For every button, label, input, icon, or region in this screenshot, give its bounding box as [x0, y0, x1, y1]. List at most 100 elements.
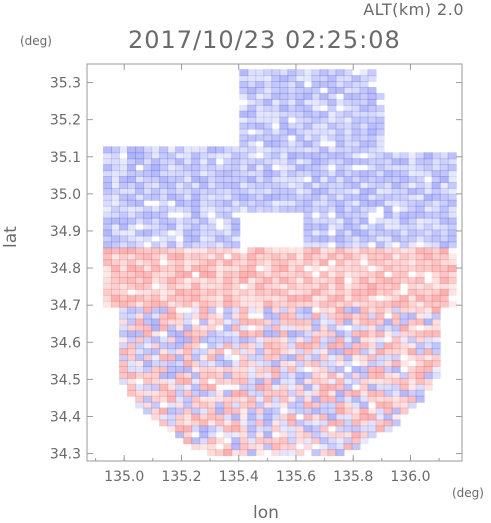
- echo-cell: [159, 199, 169, 207]
- echo-cell: [287, 407, 297, 415]
- echo-cell: [151, 395, 161, 403]
- echo-cell: [159, 318, 169, 326]
- echo-cell: [399, 193, 409, 201]
- echo-cell: [159, 288, 169, 296]
- echo-cell: [271, 413, 281, 421]
- echo-cell: [359, 419, 369, 427]
- echo-cell: [439, 294, 449, 302]
- echo-cell: [319, 164, 329, 172]
- echo-cell: [359, 235, 369, 243]
- echo-cell: [343, 229, 353, 237]
- echo-cell: [407, 306, 417, 314]
- echo-cell: [407, 223, 417, 231]
- echo-cell: [359, 128, 369, 136]
- echo-cell: [223, 360, 233, 368]
- echo-cell: [151, 146, 161, 154]
- echo-cell: [279, 312, 289, 320]
- echo-cell: [359, 92, 369, 100]
- echo-cell: [367, 116, 377, 124]
- echo-cell: [239, 122, 249, 130]
- echo-cell: [119, 229, 129, 237]
- echo-cell: [215, 354, 225, 362]
- echo-cell: [367, 271, 377, 278]
- echo-cell: [207, 276, 217, 284]
- echo-cell: [407, 152, 417, 160]
- echo-cell: [263, 253, 273, 261]
- echo-cell: [375, 223, 385, 231]
- echo-cell: [199, 223, 209, 231]
- x-tick-label: 136.0: [390, 469, 430, 485]
- echo-cell: [367, 306, 377, 314]
- echo-cell: [215, 152, 225, 160]
- echo-cell: [359, 241, 369, 249]
- echo-cell: [327, 199, 337, 207]
- x-tick-label: 135.4: [219, 469, 259, 485]
- echo-cell: [359, 383, 369, 391]
- echo-cell: [175, 389, 185, 397]
- echo-cell: [383, 413, 393, 421]
- echo-cell: [175, 271, 185, 278]
- echo-cell: [359, 312, 369, 320]
- echo-cell: [207, 193, 217, 201]
- echo-cell: [135, 217, 145, 225]
- echo-cell: [279, 377, 289, 385]
- echo-cell: [343, 348, 353, 356]
- echo-cell: [295, 193, 305, 201]
- echo-cell: [423, 247, 433, 255]
- echo-cell: [135, 300, 145, 308]
- echo-cell: [375, 360, 385, 368]
- echo-cell: [207, 235, 217, 243]
- echo-cell: [127, 158, 137, 166]
- echo-cell: [159, 377, 169, 385]
- echo-cell: [143, 193, 153, 201]
- echo-cell: [287, 371, 297, 379]
- echo-cell: [199, 164, 209, 172]
- echo-cell: [247, 104, 257, 112]
- echo-cell: [271, 330, 281, 338]
- echo-cell: [175, 419, 185, 427]
- echo-cell: [375, 425, 385, 433]
- echo-cell: [207, 170, 217, 178]
- echo-cell: [167, 413, 177, 421]
- echo-cell: [279, 140, 289, 148]
- echo-cell: [423, 330, 433, 338]
- echo-cell: [335, 342, 345, 350]
- echo-cell: [311, 413, 321, 421]
- echo-cell: [119, 360, 129, 368]
- echo-cell: [271, 116, 281, 124]
- echo-cell: [367, 259, 377, 267]
- echo-cell: [335, 354, 345, 362]
- echo-cell: [439, 229, 449, 237]
- echo-cell: [367, 389, 377, 397]
- echo-cell: [103, 152, 113, 160]
- echo-cell: [295, 425, 305, 433]
- echo-cell: [111, 199, 121, 207]
- echo-cell: [127, 366, 137, 373]
- echo-cell: [383, 300, 393, 308]
- echo-cell: [303, 110, 313, 118]
- echo-cell: [207, 431, 217, 439]
- echo-cell: [311, 294, 321, 302]
- echo-cell: [255, 324, 265, 332]
- echo-cell: [175, 401, 185, 409]
- y-tick-label: 35.3: [50, 76, 81, 92]
- echo-cell: [223, 211, 233, 219]
- echo-cell: [431, 312, 441, 320]
- echo-cell: [287, 259, 297, 267]
- echo-cell: [279, 366, 289, 373]
- y-tick-label: 34.7: [50, 298, 81, 314]
- echo-cell: [391, 324, 401, 332]
- echo-cell: [319, 294, 329, 302]
- echo-cell: [311, 407, 321, 415]
- echo-cell: [119, 324, 129, 332]
- echo-cell: [183, 318, 193, 326]
- echo-cell: [383, 360, 393, 368]
- echo-cell: [199, 205, 209, 213]
- echo-cell: [407, 187, 417, 195]
- echo-cell: [111, 259, 121, 267]
- echo-cell: [295, 312, 305, 320]
- echo-cell: [247, 164, 257, 172]
- echo-cell: [151, 164, 161, 172]
- echo-cell: [127, 282, 137, 290]
- echo-cell: [399, 152, 409, 160]
